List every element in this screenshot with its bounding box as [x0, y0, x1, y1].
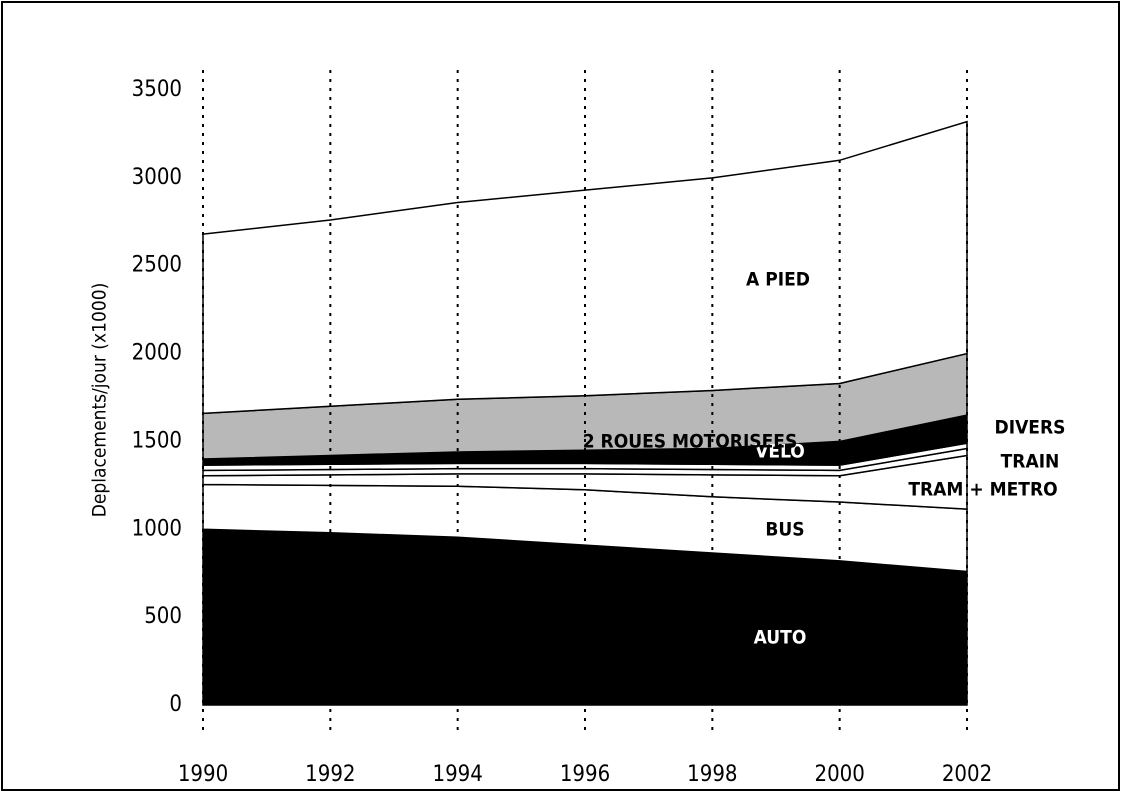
y-tick-label: 1000 [132, 516, 182, 541]
series-label: VELO [755, 441, 805, 463]
series-label: A PIED [746, 269, 810, 291]
y-tick-label: 2000 [132, 341, 182, 366]
series-label: DIVERS [995, 417, 1066, 439]
x-tick-label: 1990 [178, 762, 228, 787]
series-label: TRAM + METRO [908, 479, 1057, 501]
y-axis-label: Deplacements/jour (x1000) [89, 283, 111, 518]
series-label: BUS [765, 519, 804, 541]
x-tick-label: 1996 [560, 762, 610, 787]
x-tick-label: 1992 [305, 762, 355, 787]
x-tick-label: 1998 [687, 762, 737, 787]
series-label: AUTO [754, 627, 807, 649]
y-tick-label: 500 [144, 604, 182, 629]
series-label: TRAIN [1001, 451, 1060, 473]
x-tick-label: 1994 [432, 762, 482, 787]
y-tick-label: 3000 [132, 165, 182, 190]
x-tick-label: 2000 [814, 762, 864, 787]
area [202, 120, 968, 415]
y-tick-label: 2500 [132, 253, 182, 278]
y-tick-label: 0 [169, 692, 182, 717]
y-tick-label: 3500 [132, 77, 182, 102]
y-tick-label: 1500 [132, 428, 182, 453]
x-tick-label: 2002 [942, 762, 992, 787]
series-label: 2 ROUES MOTORISEES [583, 431, 798, 453]
